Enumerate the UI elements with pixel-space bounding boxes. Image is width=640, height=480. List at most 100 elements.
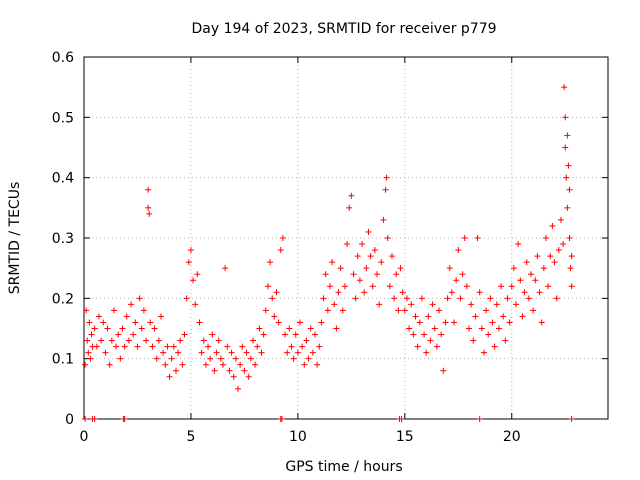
data-point [183, 295, 190, 302]
data-point [151, 325, 158, 332]
data-point [145, 204, 152, 211]
data-point [403, 295, 410, 302]
data-point [134, 343, 141, 350]
data-point [414, 343, 421, 350]
data-point [508, 283, 515, 290]
data-point [181, 331, 188, 338]
data-point [369, 283, 376, 290]
data-point [562, 144, 569, 151]
data-point [412, 313, 419, 320]
chart-title: Day 194 of 2023, SRMTID for receiver p77… [191, 21, 496, 37]
x-tick-label: 5 [186, 429, 195, 445]
data-point [555, 247, 562, 254]
data-point [480, 349, 487, 356]
data-point [446, 265, 453, 272]
data-point [568, 253, 575, 260]
data-point [476, 416, 483, 422]
data-point [166, 373, 173, 380]
data-point [241, 367, 248, 374]
data-point [408, 301, 415, 308]
data-point [440, 367, 447, 374]
data-point [474, 235, 481, 241]
data-point [324, 307, 331, 314]
data-point [536, 289, 543, 296]
data-point [519, 313, 526, 320]
data-point [110, 307, 117, 314]
data-point [465, 325, 472, 332]
data-point [147, 319, 154, 326]
data-point [228, 349, 235, 356]
data-point [333, 325, 340, 332]
data-point [279, 235, 286, 241]
data-point [172, 367, 179, 374]
data-point [376, 301, 383, 308]
data-point [335, 289, 342, 296]
data-point [348, 192, 355, 199]
data-point [455, 247, 462, 254]
data-point [119, 325, 126, 332]
data-point [383, 174, 390, 181]
data-point [329, 259, 336, 266]
data-point [391, 295, 398, 302]
data-point [205, 343, 212, 350]
data-point [540, 265, 547, 272]
data-point [438, 331, 445, 338]
data-point [106, 361, 113, 368]
data-point [190, 277, 197, 284]
data-point [297, 319, 304, 326]
tick-label-layer: 0 0.1 0.2 0.3 0.4 0.5 0.6 0 5 10 15 20 [52, 50, 521, 445]
data-point [436, 307, 443, 314]
data-point [200, 337, 207, 344]
data-point [282, 331, 289, 338]
data-point [170, 343, 177, 350]
data-point [399, 289, 406, 296]
data-point [301, 361, 308, 368]
data-point [305, 355, 312, 362]
data-point [125, 337, 132, 344]
data-point [549, 222, 556, 229]
data-point [245, 373, 252, 380]
x-axis-label: GPS time / hours [285, 459, 402, 475]
data-point [401, 307, 408, 314]
data-point [542, 235, 549, 241]
data-point [367, 253, 374, 260]
data-point [256, 325, 263, 332]
data-point [192, 301, 199, 308]
data-point [288, 343, 295, 350]
data-point [515, 241, 522, 248]
data-point [307, 325, 314, 332]
data-point [510, 265, 517, 272]
data-point [498, 283, 505, 290]
data-point [451, 319, 458, 326]
data-point [278, 416, 285, 422]
data-point [566, 186, 573, 193]
data-point [117, 355, 124, 362]
data-point [322, 271, 329, 278]
data-point [252, 361, 259, 368]
data-point [470, 337, 477, 344]
data-point [557, 216, 564, 223]
data-point [344, 241, 351, 248]
data-point [213, 349, 220, 356]
data-point [393, 271, 400, 278]
data-point [100, 319, 107, 326]
data-point [525, 295, 532, 302]
data-point [478, 325, 485, 332]
data-point [421, 331, 428, 338]
data-point [444, 295, 451, 302]
data-point [198, 349, 205, 356]
data-point [239, 343, 246, 350]
data-point [299, 343, 306, 350]
data-point [493, 301, 500, 308]
data-point [83, 307, 90, 314]
data-point [427, 337, 434, 344]
data-point [260, 331, 267, 338]
tick-layer [83, 56, 608, 420]
data-point [121, 416, 128, 422]
data-point [395, 307, 402, 314]
data-point [215, 337, 222, 344]
data-point [211, 367, 218, 374]
data-point [418, 295, 425, 302]
data-point [290, 355, 297, 362]
